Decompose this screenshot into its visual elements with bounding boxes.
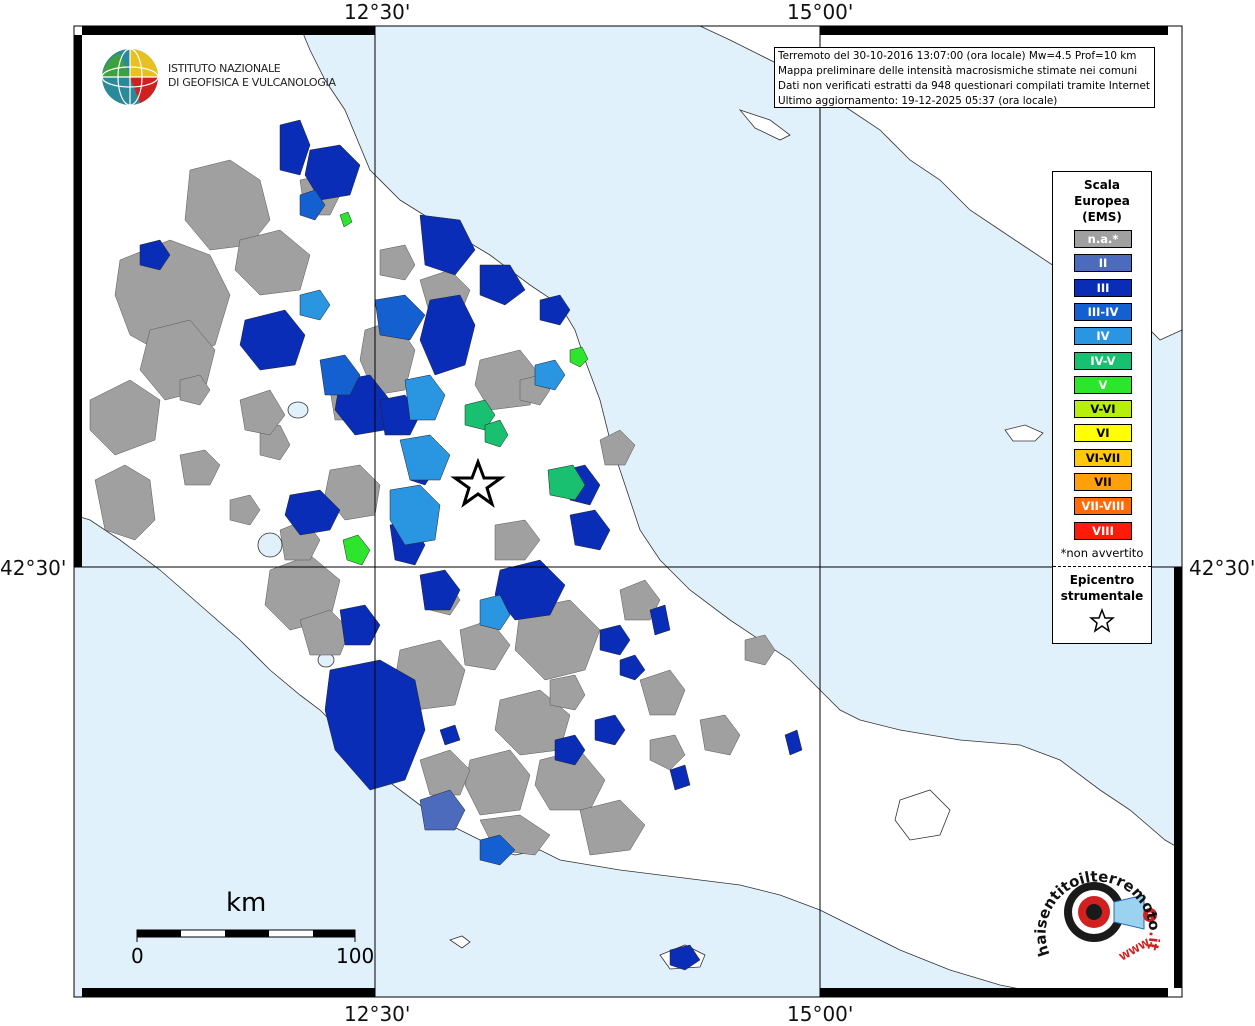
municipalities-na — [89, 159, 776, 856]
legend-swatch: VI-VII — [1074, 448, 1132, 467]
legend-swatch: VII — [1074, 473, 1132, 491]
svg-text:WWW.: WWW. — [1118, 936, 1155, 964]
legend-swatch: n.a.* — [1074, 230, 1132, 248]
lake-bolsena — [257, 532, 283, 558]
island — [894, 789, 951, 841]
island — [1004, 424, 1044, 442]
haisentitoilterremoto-logo: ? haisentitoilterremoto.it WWW. — [1034, 867, 1160, 964]
graticule — [74, 26, 1182, 997]
ingv-name-line1: ISTITUTO NAZIONALE — [168, 62, 281, 75]
lake-trasimeno — [287, 401, 309, 419]
municipalities-IV-V — [464, 399, 586, 501]
ingv-name-line2: DI GEOFISICA E VULCANOLOGIA — [168, 76, 336, 89]
lon-label-top-left: 12°30' — [344, 0, 411, 24]
municipalities-V — [339, 211, 589, 566]
municipality-II — [419, 789, 466, 831]
scale-bar-max: 100 — [336, 944, 375, 968]
lon-label-bottom-right: 15°00' — [787, 1002, 854, 1026]
svg-text:?: ? — [1147, 912, 1152, 922]
legend-title-line1: Scala — [1083, 178, 1121, 192]
lon-label-bottom-left: 12°30' — [344, 1002, 411, 1026]
legend-swatch: III — [1074, 278, 1132, 297]
municipalities-IV — [299, 289, 566, 631]
lat-label-right: 42°30' — [1189, 556, 1255, 580]
event-info-line2: Mappa preliminare delle intensità macros… — [778, 65, 1138, 77]
legend-swatch: VIII — [1074, 521, 1132, 540]
scale-bar-unit: km — [226, 888, 267, 918]
legend-swatch: IV-V — [1074, 351, 1132, 370]
legend-epicentre-line2: strumentale — [1060, 589, 1144, 603]
epicentre-star — [450, 457, 506, 508]
legend-title-line3: (EMS) — [1082, 210, 1122, 224]
legend-epicentre-label: Epicentro strumentale — [1053, 572, 1151, 604]
ems-legend: Scala Europea (EMS) n.a.* II III III-IV IV IV… — [1052, 171, 1152, 644]
island — [449, 935, 471, 949]
scale-bar — [136, 929, 356, 942]
legend-note: *non avvertito — [1060, 546, 1144, 560]
event-info-line4: Ultimo aggiornamento: 19-12-2025 05:37 (… — [778, 95, 1058, 107]
legend-swatch: VI — [1074, 424, 1132, 443]
legend-swatch: IV — [1074, 327, 1132, 346]
legend-title-line2: Europea — [1074, 194, 1130, 208]
legend-swatch: II — [1074, 254, 1132, 273]
legend-epicentre-line1: Epicentro — [1069, 573, 1135, 587]
lon-label-top-right: 15°00' — [787, 0, 854, 24]
frame-ticks — [74, 26, 1182, 997]
ingv-globe-icon — [101, 48, 159, 106]
legend-swatch: V-VI — [1074, 400, 1132, 419]
lat-label-left: 42°30' — [0, 556, 67, 580]
legend-star-icon — [1089, 608, 1115, 633]
ingv-logo — [100, 47, 320, 107]
legend-separator — [1053, 566, 1151, 567]
legend-title: Scala Europea (EMS) — [1053, 177, 1151, 225]
legend-swatch: VII-VIII — [1074, 497, 1132, 516]
island — [738, 109, 791, 141]
legend-swatch: III-IV — [1074, 302, 1132, 321]
legend-swatch: V — [1074, 375, 1132, 394]
event-info-line3: Dati non verificati estratti da 948 ques… — [778, 80, 1151, 92]
scale-bar-min: 0 — [131, 944, 144, 968]
event-info-line1: Terremoto del 30-10-2016 13:07:00 (ora l… — [778, 50, 1137, 62]
ingv-name: ISTITUTO NAZIONALE DI GEOFISICA E VULCAN… — [168, 62, 336, 90]
event-info-box: Terremoto del 30-10-2016 13:07:00 (ora l… — [774, 47, 1155, 108]
